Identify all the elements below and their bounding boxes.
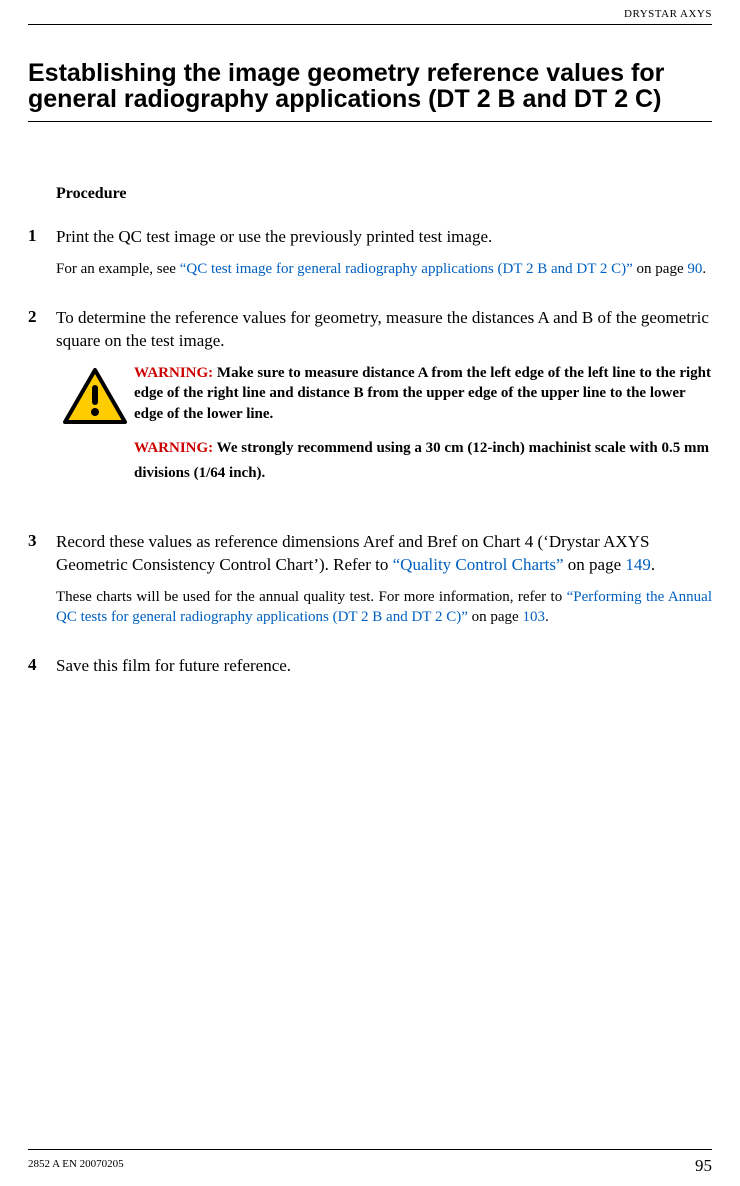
step-2-num: 2 bbox=[28, 307, 56, 513]
title-block: Establishing the image geometry referenc… bbox=[28, 60, 712, 122]
procedure-label: Procedure bbox=[56, 185, 127, 203]
top-rule bbox=[28, 24, 712, 25]
step-3-main-link[interactable]: “Quality Con­trol Charts” bbox=[393, 555, 564, 574]
warning-2-text: We strongly recommend using a 30 cm (12-… bbox=[134, 440, 709, 482]
step-3: 3 Record these values as reference dimen… bbox=[28, 531, 712, 637]
step-1-sub-prefix: For an example, see bbox=[56, 261, 180, 277]
content: 1 Print the QC test image or use the pre… bbox=[28, 226, 712, 706]
step-3-num: 3 bbox=[28, 531, 56, 637]
warning-2-label: WARNING: bbox=[134, 440, 213, 456]
footer-left: 2852 A EN 20070205 bbox=[28, 1158, 124, 1170]
page-title: Establishing the image geometry referenc… bbox=[28, 60, 712, 119]
warning-1-label: WARNING: bbox=[134, 365, 213, 381]
step-1-num: 1 bbox=[28, 226, 56, 289]
step-4-num: 4 bbox=[28, 655, 56, 688]
step-3-main-suffix: . bbox=[651, 555, 655, 574]
warning-1: WARNING: Make sure to measure distance A… bbox=[134, 363, 712, 424]
step-3-sub-suffix: . bbox=[545, 609, 549, 625]
step-1-sub-suffix: . bbox=[702, 261, 706, 277]
warning-icon bbox=[56, 363, 134, 425]
step-1-sub-page[interactable]: 90 bbox=[687, 261, 702, 277]
step-1-sub-mid: on page bbox=[633, 261, 688, 277]
step-3-sub: These charts will be used for the annual… bbox=[56, 587, 712, 628]
step-4-main: Save this film for future reference. bbox=[56, 655, 712, 678]
header-product: DRYSTAR AXYS bbox=[624, 8, 712, 20]
warning-block: WARNING: Make sure to measure distance A… bbox=[56, 363, 712, 499]
step-3-main: Record these values as reference dimensi… bbox=[56, 531, 712, 577]
step-3-main-page[interactable]: 149 bbox=[625, 555, 651, 574]
warning-2: WARNING: We strongly recommend using a 3… bbox=[134, 436, 712, 487]
step-4: 4 Save this film for future reference. bbox=[28, 655, 712, 688]
step-3-main-mid: on page bbox=[564, 555, 626, 574]
step-1: 1 Print the QC test image or use the pre… bbox=[28, 226, 712, 289]
step-1-sub-link[interactable]: “QC test image for general radiography a… bbox=[180, 261, 633, 277]
step-3-sub-mid: on page bbox=[468, 609, 523, 625]
step-1-main: Print the QC test image or use the previ… bbox=[56, 226, 712, 249]
footer-page-number: 95 bbox=[695, 1156, 712, 1176]
title-rule bbox=[28, 121, 712, 122]
step-2: 2 To determine the reference values for … bbox=[28, 307, 712, 513]
footer-rule bbox=[28, 1149, 712, 1150]
step-2-main: To determine the reference values for ge… bbox=[56, 307, 712, 353]
step-3-sub-prefix: These charts will be used for the annual… bbox=[56, 589, 567, 605]
step-1-sub: For an example, see “QC test image for g… bbox=[56, 259, 712, 279]
warning-1-text: Make sure to measure distance A from the… bbox=[134, 365, 711, 422]
step-3-sub-page[interactable]: 103 bbox=[522, 609, 545, 625]
